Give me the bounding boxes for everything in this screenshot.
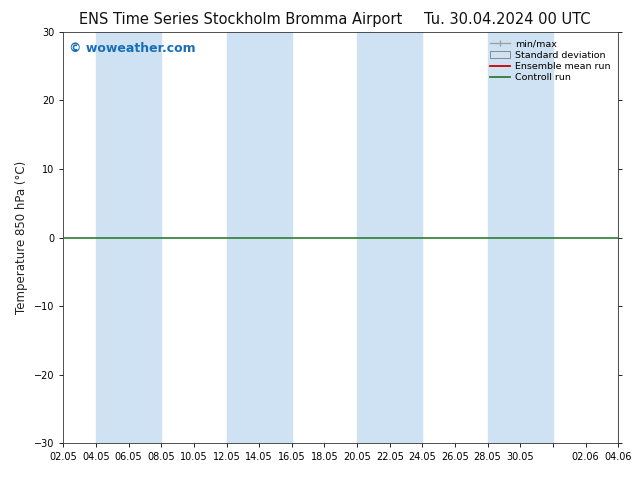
Text: ENS Time Series Stockholm Bromma Airport: ENS Time Series Stockholm Bromma Airport (79, 12, 403, 27)
Bar (96, 32, 161, 443)
Text: © woweather.com: © woweather.com (69, 42, 195, 55)
Text: Tu. 30.04.2024 00 UTC: Tu. 30.04.2024 00 UTC (424, 12, 590, 27)
Bar (488, 32, 553, 443)
Y-axis label: Temperature 850 hPa (°C): Temperature 850 hPa (°C) (15, 161, 29, 314)
Bar (618, 32, 634, 443)
Bar (357, 32, 422, 443)
Bar (226, 32, 292, 443)
Legend: min/max, Standard deviation, Ensemble mean run, Controll run: min/max, Standard deviation, Ensemble me… (487, 37, 614, 85)
